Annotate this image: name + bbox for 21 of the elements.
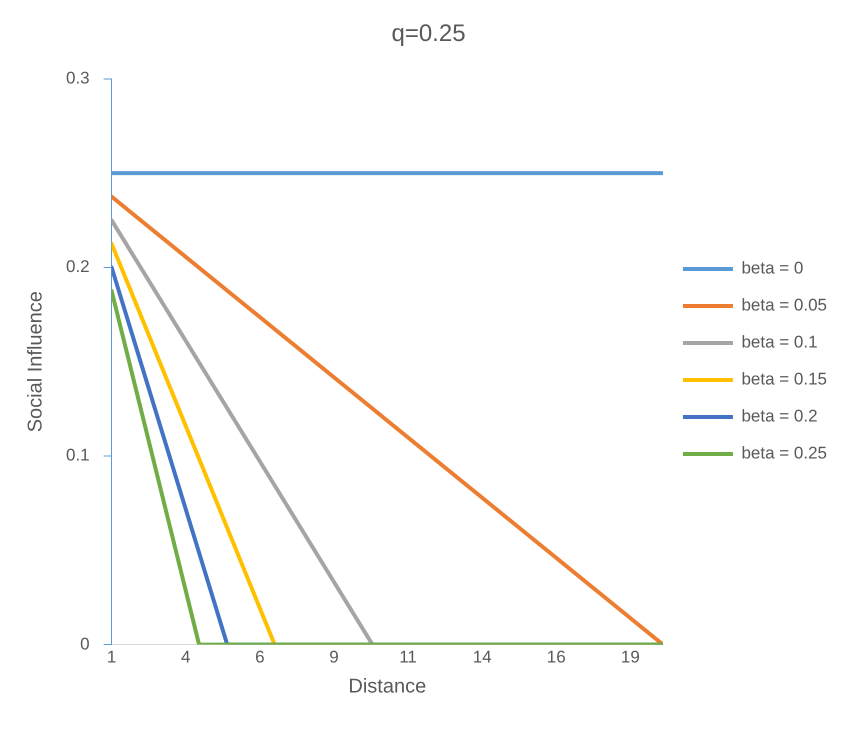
y-tick-label: 0.3	[66, 68, 90, 88]
legend-label: beta = 0.25	[741, 444, 828, 463]
x-tick-label: 16	[546, 647, 566, 666]
x-axis-title: Distance	[348, 676, 426, 698]
x-tick-label: 19	[620, 647, 640, 666]
y-tick-label: 0.2	[66, 257, 90, 276]
y-tick-label: 0	[80, 634, 90, 654]
legend-label: beta = 0.15	[741, 370, 828, 389]
x-tick-label: 11	[399, 647, 417, 666]
chart-title: q=0.25	[391, 20, 466, 48]
x-tick-label: 4	[181, 647, 190, 666]
y-tick-label: 0.1	[66, 446, 90, 465]
legend-label: beta = 0.2	[741, 406, 818, 426]
y-axis-title: Social Influence	[24, 291, 47, 432]
legend-label: beta = 0	[741, 258, 804, 278]
x-tick-label: 14	[472, 647, 492, 666]
x-tick-label: 6	[255, 647, 265, 666]
legend-label: beta = 0.05	[741, 296, 828, 315]
x-tick-label: 1	[106, 647, 116, 666]
legend-label: beta = 0.1	[741, 332, 818, 352]
x-tick-label: 9	[329, 647, 339, 666]
